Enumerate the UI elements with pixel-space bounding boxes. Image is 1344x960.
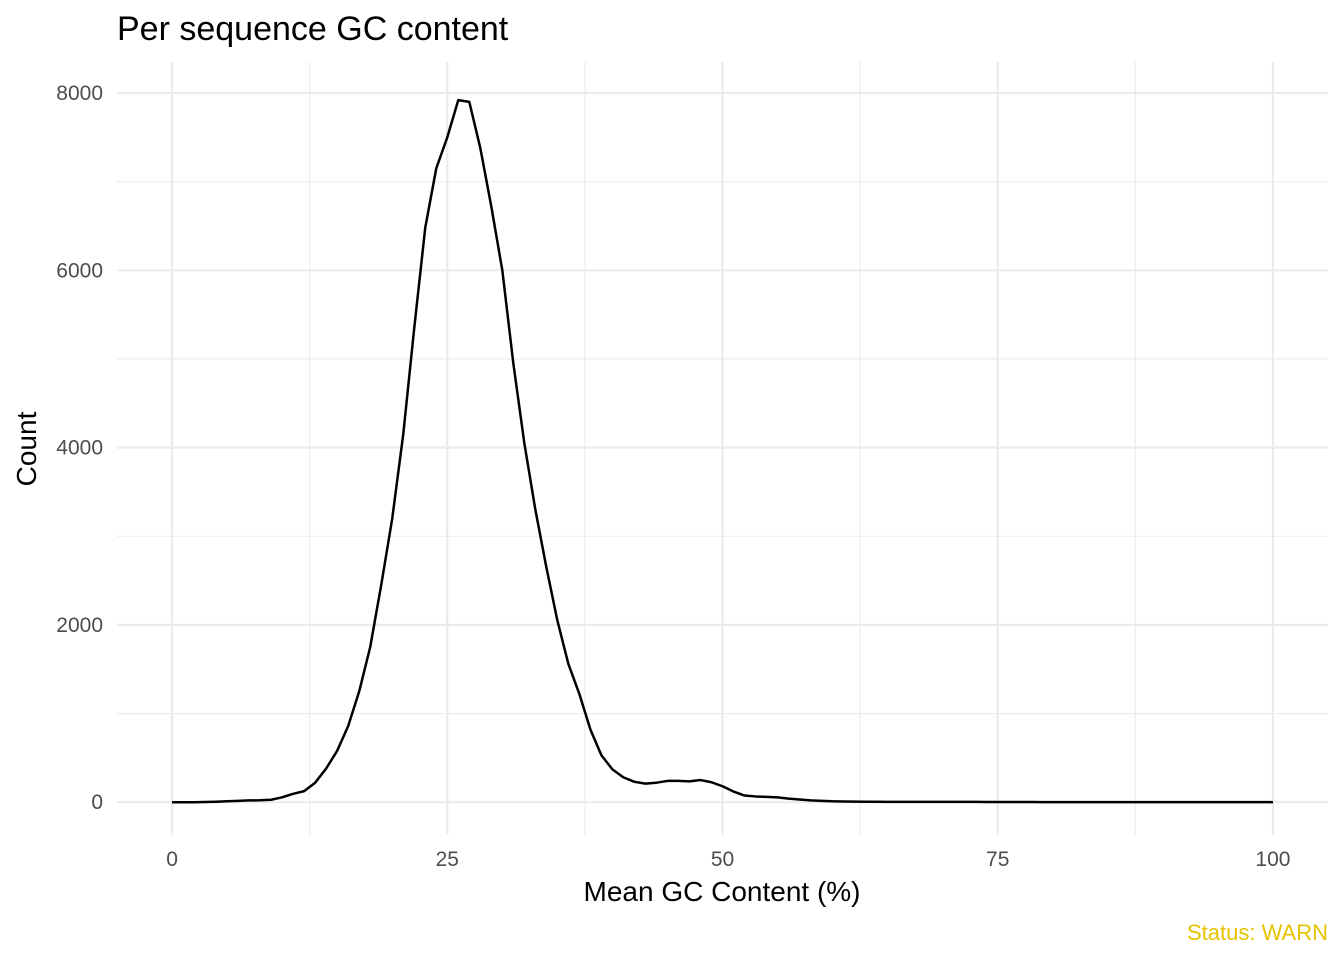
chart-title: Per sequence GC content [117,10,509,48]
x-tick-label: 100 [1255,848,1290,871]
series-layer [172,98,1273,804]
y-tick-label: 4000 [56,437,103,460]
major-gridlines [117,62,1328,835]
x-tick-label: 75 [986,848,1009,871]
x-tick-label: 25 [436,848,459,871]
x-tick-label: 50 [711,848,734,871]
gc-count-line [172,98,1273,804]
x-tick-label: 0 [166,848,178,871]
y-axis-title: Count [11,411,42,486]
x-axis-title: Mean GC Content (%) [584,876,861,907]
y-tick-label: 6000 [56,259,103,282]
y-tick-label: 2000 [56,614,103,637]
y-tick-label: 0 [91,791,103,814]
y-tick-label: 8000 [56,82,103,105]
tick-labels: 0 25 50 75 100 0 2000 4000 6000 8000 [56,82,1290,871]
status-caption: Status: WARN [1187,920,1328,945]
